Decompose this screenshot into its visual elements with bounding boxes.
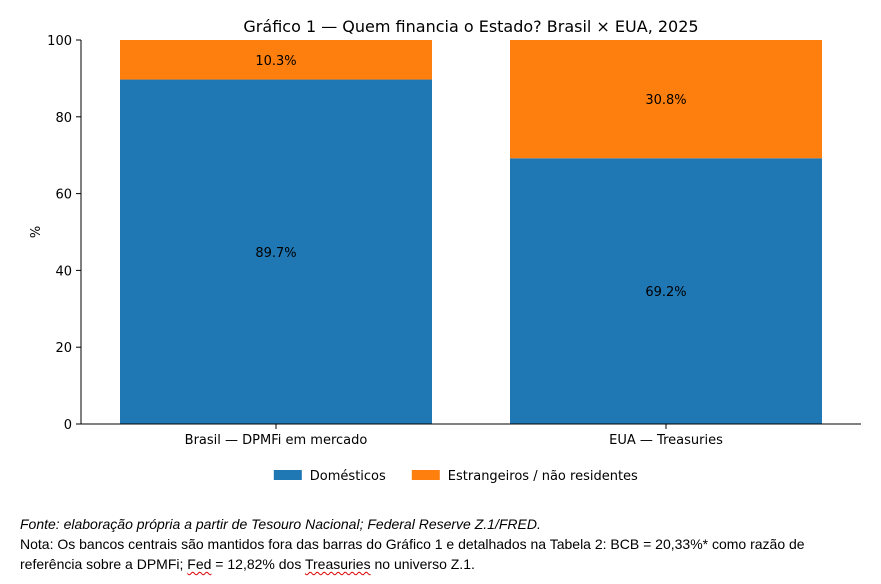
note-text-1: Nota: Os bancos centrais são mantidos fo… [20,536,805,572]
methodology-note: Nota: Os bancos centrais são mantidos fo… [20,534,870,574]
y-tick-label: 80 [55,111,72,126]
y-axis-label: % [29,226,44,238]
y-tick-label: 60 [55,188,72,203]
bar-value-label: 89.7% [255,246,296,261]
bars-layer [120,40,822,424]
note-text-3: no universo Z.1. [370,556,475,572]
y-tick-label: 40 [55,264,72,279]
note-treasuries-spellcheck: Treasuries [304,556,371,572]
bar-labels-layer: 89.7% 10.3% 69.2% 30.8% [255,54,686,300]
x-tick-label: EUA — Treasuries [609,433,723,448]
bar-value-label: 30.8% [645,93,686,108]
source-note: Fonte: elaboração própria a partir de Te… [20,516,541,532]
legend-label-foreign: Estrangeiros / não residentes [448,469,638,484]
legend-swatch-domestic [273,470,302,480]
note-fed-spellcheck: Fed [187,556,212,572]
y-tick-label: 0 [64,418,72,433]
y-tick-label: 100 [47,34,72,49]
x-ticks-layer: Brasil — DPMFi em mercado EUA — Treasurie… [185,424,723,448]
bar-value-label: 69.2% [645,285,686,300]
bar-value-label: 10.3% [255,54,296,69]
legend-label-domestic: Domésticos [310,469,386,484]
stacked-bar-chart: Gráfico 1 — Quem financia o Estado? Bras… [29,17,861,484]
x-tick-label: Brasil — DPMFi em mercado [185,433,368,448]
legend: Domésticos Estrangeiros / não residentes [273,469,638,484]
note-text-2: = 12,82% dos [211,556,305,572]
bar-foreign-1 [510,40,822,159]
bar-foreign-0 [120,40,432,80]
chart-title: Gráfico 1 — Quem financia o Estado? Bras… [243,17,698,36]
bar-domestic-1 [510,158,822,424]
y-ticks-layer: 0 20 40 60 80 100 [47,34,81,433]
bar-domestic-0 [120,79,432,424]
y-tick-label: 20 [55,341,72,356]
legend-swatch-foreign [411,470,440,480]
